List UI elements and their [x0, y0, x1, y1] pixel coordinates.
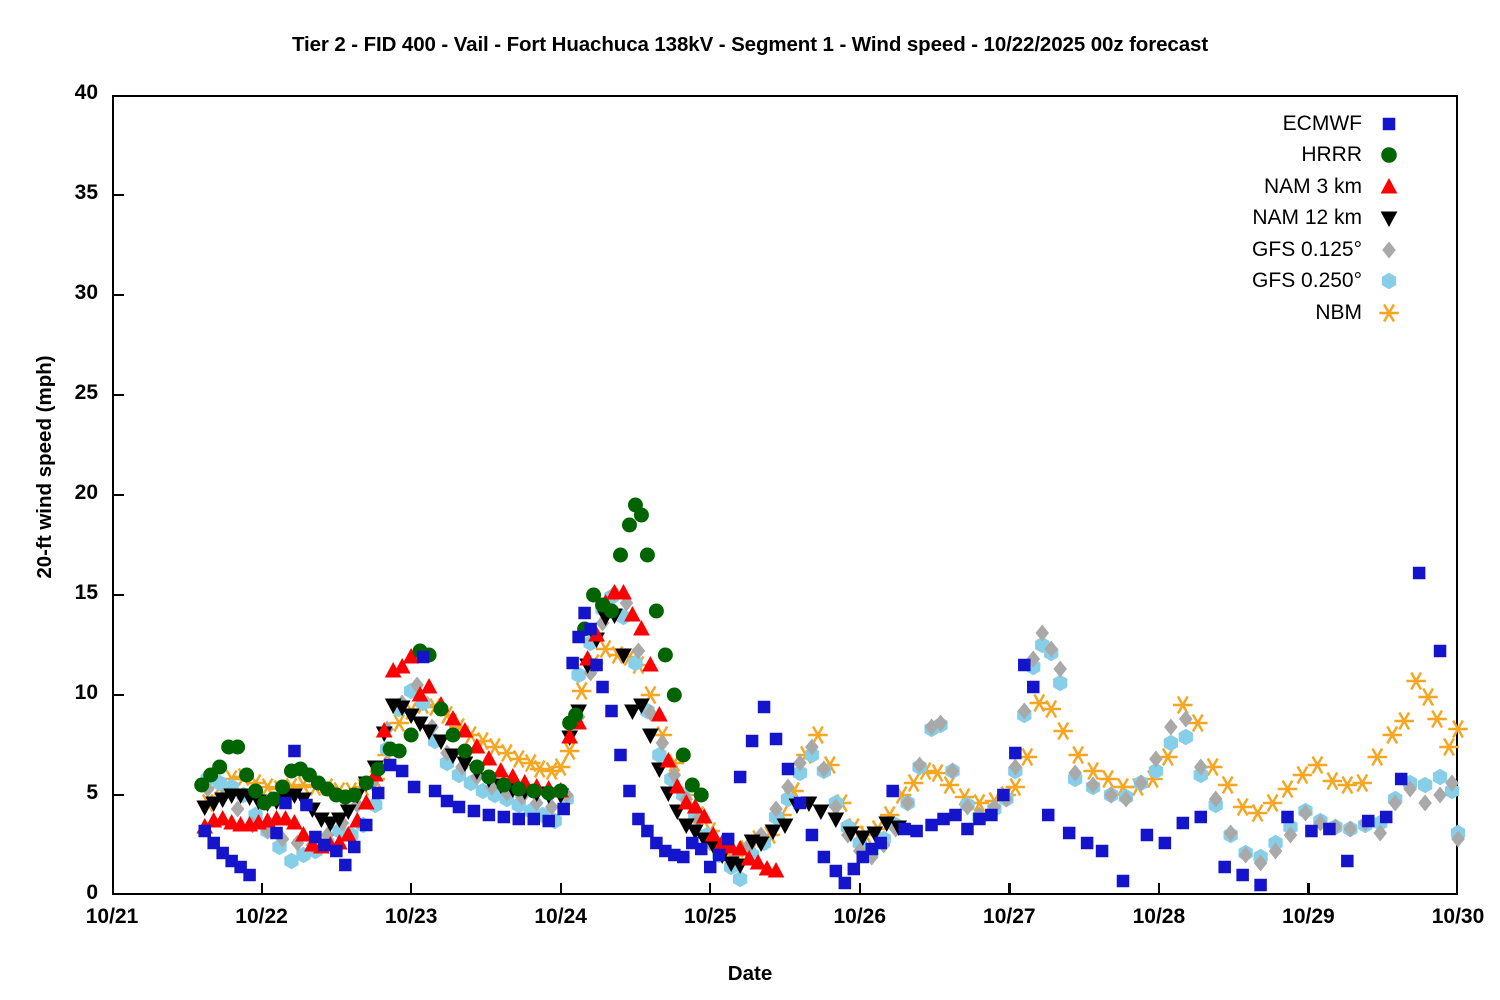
x-tick-label: 10/22 — [235, 905, 288, 928]
x-tick-label: 10/24 — [534, 905, 587, 928]
x-tick-label: 10/26 — [833, 905, 887, 928]
y-axis-label: 20-ft wind speed (mph) — [33, 355, 56, 579]
x-tick-mark — [410, 883, 413, 895]
legend-item-nam-3-km[interactable]: NAM 3 km — [1150, 171, 1400, 203]
square-icon — [1378, 113, 1400, 135]
x-tick-label: 10/23 — [384, 905, 438, 928]
legend-label: NAM 3 km — [1263, 174, 1362, 198]
chart-legend: ECMWF HRRR NAM 3 km NAM 12 km GFS 0.125° GFS … — [1150, 108, 1400, 329]
y-tick-mark — [112, 394, 124, 397]
x-tick-mark — [1008, 883, 1011, 895]
y-tick-label: 0 — [86, 881, 98, 904]
hexagon-icon — [1378, 270, 1400, 292]
x-tick-mark — [1157, 883, 1161, 895]
x-axis-label: Date — [727, 962, 773, 985]
legend-label: HRRR — [1301, 143, 1362, 167]
legend-item-hrrr[interactable]: HRRR — [1150, 140, 1400, 172]
x-tick-label: 10/25 — [683, 905, 737, 928]
x-tick-label: 10/28 — [1132, 905, 1186, 928]
y-tick-mark — [112, 794, 124, 797]
legend-item-gfs-0-125[interactable]: GFS 0.125° — [1150, 234, 1400, 266]
x-tick-mark — [709, 883, 712, 895]
legend-item-ecmwf[interactable]: ECMWF — [1150, 108, 1400, 140]
chart-title: Tier 2 - FID 400 - Vail - Fort Huachuca … — [291, 33, 1209, 56]
legend-label: GFS 0.125° — [1252, 237, 1362, 261]
triangle-down-icon — [1378, 207, 1400, 229]
plot-area — [112, 95, 1458, 895]
y-tick-label: 30 — [74, 281, 98, 304]
legend-label: NAM 12 km — [1252, 206, 1362, 230]
asterisk-icon — [1378, 302, 1400, 324]
y-tick-mark — [112, 294, 124, 297]
triangle-up-icon — [1378, 176, 1400, 198]
y-tick-mark — [112, 494, 124, 497]
x-tick-label: 10/30 — [1431, 905, 1485, 928]
legend-item-gfs-0-250[interactable]: GFS 0.250° — [1150, 266, 1400, 298]
y-tick-label: 25 — [74, 381, 98, 404]
x-tick-mark — [559, 883, 562, 895]
y-tick-label: 15 — [74, 581, 98, 604]
x-tick-label: 10/21 — [85, 905, 139, 928]
y-tick-label: 35 — [74, 181, 98, 204]
y-tick-mark — [112, 194, 124, 197]
y-tick-label: 20 — [74, 481, 98, 504]
y-tick-label: 10 — [74, 681, 98, 704]
x-tick-label: 10/29 — [1282, 905, 1335, 928]
circle-icon — [1378, 144, 1400, 166]
legend-label: NBM — [1315, 300, 1362, 324]
x-tick-mark — [1307, 883, 1310, 895]
x-tick-label: 10/27 — [983, 905, 1036, 928]
y-tick-mark — [112, 694, 124, 697]
legend-item-nam-12-km[interactable]: NAM 12 km — [1150, 203, 1400, 235]
x-tick-mark — [858, 883, 861, 895]
x-tick-mark — [260, 883, 263, 895]
y-tick-label: 5 — [86, 781, 98, 804]
legend-label: GFS 0.250° — [1252, 269, 1362, 293]
legend-item-nbm[interactable]: NBM — [1150, 297, 1400, 329]
y-tick-label: 40 — [74, 81, 98, 104]
legend-label: ECMWF — [1282, 111, 1362, 135]
diamond-icon — [1378, 239, 1400, 261]
y-tick-mark — [112, 594, 124, 597]
